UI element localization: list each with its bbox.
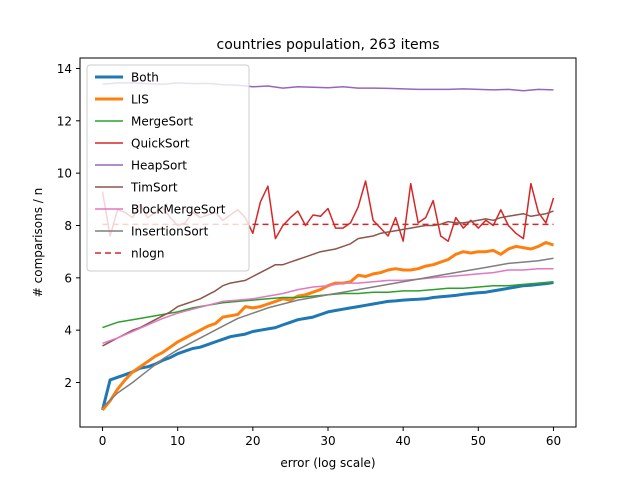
legend-label-both: Both	[131, 71, 159, 85]
legend-label-blockmergesort: BlockMergeSort	[131, 203, 226, 217]
series-line-blockmergesort	[102, 267, 554, 345]
legend: Both LIS MergeSort QuickSort HeapSort TimSort…	[86, 64, 250, 272]
legend-label-quicksort: QuickSort	[131, 137, 190, 151]
x-axis: 0 10 20 30 40 50 60	[99, 427, 561, 448]
y-tick-label: 2	[64, 376, 72, 390]
x-axis-label: error (log scale)	[280, 456, 375, 470]
y-tick-label: 12	[57, 114, 72, 128]
y-tick-label: 14	[57, 62, 72, 76]
series-line-insertionsort	[101, 257, 554, 408]
x-tick-label: 30	[320, 434, 335, 448]
legend-label-nlogn: nlogn	[131, 247, 165, 261]
x-tick-label: 10	[170, 434, 185, 448]
x-tick-label: 20	[245, 434, 260, 448]
legend-label-heapsort: HeapSort	[131, 159, 187, 173]
x-tick-label: 50	[471, 434, 486, 448]
x-tick-label: 60	[546, 434, 561, 448]
series-line-timsort	[102, 210, 554, 347]
x-tick-label: 40	[396, 434, 411, 448]
legend-label-mergesort: MergeSort	[131, 115, 193, 129]
chart-title: countries population, 263 items	[217, 37, 440, 53]
y-axis: 2 4 6 8 10 12 14	[57, 62, 80, 390]
legend-label-timsort: TimSort	[130, 181, 178, 195]
y-tick-label: 10	[57, 167, 72, 181]
legend-box	[86, 64, 250, 272]
y-tick-label: 6	[64, 271, 72, 285]
series-line-both	[101, 281, 554, 411]
x-tick-label: 0	[99, 434, 107, 448]
y-tick-label: 4	[64, 324, 72, 338]
legend-label-lis: LIS	[131, 93, 149, 107]
y-tick-label: 8	[64, 219, 72, 233]
legend-label-insertionsort: InsertionSort	[131, 225, 209, 239]
y-axis-label: # comparisons / n	[31, 188, 45, 297]
